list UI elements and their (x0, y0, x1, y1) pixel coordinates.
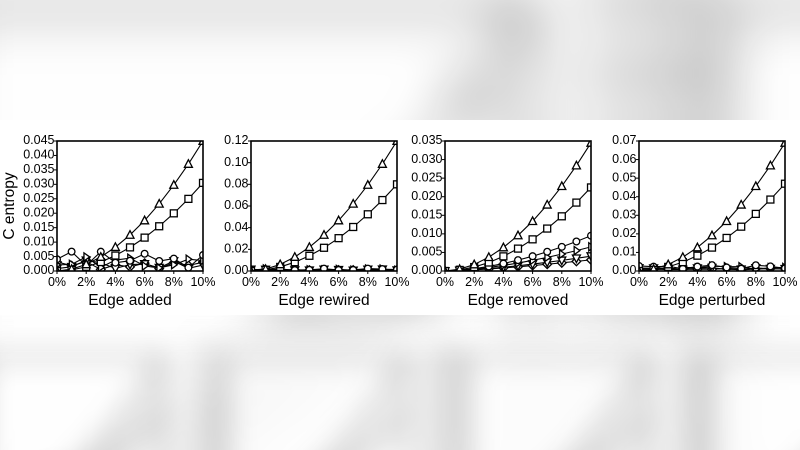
svg-text:0.12: 0.12 (190, 347, 220, 364)
svg-text:0.035: 0.035 (424, 347, 463, 364)
svg-text:Edge perturbed: Edge perturbed (659, 292, 766, 309)
svg-text:0.03: 0.03 (675, 440, 705, 450)
svg-text:0.025: 0.025 (411, 170, 442, 184)
svg-text:Edge removed: Edge removed (468, 292, 569, 309)
svg-text:0%: 0% (48, 275, 66, 289)
svg-text:0.06: 0.06 (675, 371, 705, 388)
svg-text:0.025: 0.025 (23, 191, 54, 205)
svg-text:0.015: 0.015 (23, 220, 54, 234)
svg-text:6%: 6% (718, 275, 736, 289)
svg-text:0.04: 0.04 (224, 220, 248, 234)
svg-text:0.06: 0.06 (612, 152, 636, 166)
svg-text:0%: 0% (436, 275, 454, 289)
svg-text:0.030: 0.030 (23, 177, 54, 191)
svg-text:0.10: 0.10 (224, 155, 248, 169)
svg-text:0.030: 0.030 (424, 371, 463, 388)
svg-text:0.005: 0.005 (411, 245, 442, 259)
svg-text:0.08: 0.08 (224, 177, 248, 191)
svg-text:10%: 10% (772, 275, 797, 289)
svg-text:6%: 6% (330, 275, 348, 289)
svg-text:0.05: 0.05 (612, 170, 636, 184)
svg-text:0.015: 0.015 (411, 207, 442, 221)
svg-text:0.010: 0.010 (411, 226, 442, 240)
svg-text:Edge added: Edge added (88, 292, 172, 309)
svg-text:2%: 2% (271, 275, 289, 289)
svg-text:2%: 2% (659, 275, 677, 289)
svg-text:4%: 4% (494, 275, 512, 289)
svg-text:0.02: 0.02 (224, 242, 248, 256)
svg-text:10%: 10% (578, 275, 603, 289)
svg-text:0.08: 0.08 (190, 402, 220, 419)
svg-text:0%: 0% (630, 275, 648, 289)
svg-text:Edge rewired: Edge rewired (278, 292, 369, 309)
svg-text:0.020: 0.020 (424, 417, 463, 434)
svg-text:C entropy: C entropy (1, 172, 18, 239)
svg-text:4%: 4% (106, 275, 124, 289)
svg-text:0.015: 0.015 (424, 440, 463, 450)
svg-text:0.030: 0.030 (411, 152, 442, 166)
svg-text:6%: 6% (136, 275, 154, 289)
svg-text:8%: 8% (359, 275, 377, 289)
svg-text:0.01: 0.01 (612, 245, 636, 259)
svg-text:8%: 8% (165, 275, 183, 289)
svg-text:0.07: 0.07 (612, 133, 636, 147)
svg-text:0.020: 0.020 (411, 189, 442, 203)
svg-text:10%: 10% (190, 275, 215, 289)
svg-text:0.06: 0.06 (190, 429, 220, 446)
svg-text:0.12: 0.12 (224, 133, 248, 147)
svg-text:0.005: 0.005 (23, 249, 54, 263)
svg-text:0.010: 0.010 (23, 234, 54, 248)
svg-text:0.035: 0.035 (23, 162, 54, 176)
svg-text:0.040: 0.040 (23, 148, 54, 162)
svg-text:0.035: 0.035 (411, 133, 442, 147)
svg-text:0.06: 0.06 (224, 198, 248, 212)
svg-text:8%: 8% (747, 275, 765, 289)
svg-text:2%: 2% (77, 275, 95, 289)
svg-text:0.045: 0.045 (23, 133, 54, 147)
svg-text:10%: 10% (384, 275, 409, 289)
svg-text:0.035: 0.035 (585, 0, 710, 29)
svg-text:0.020: 0.020 (23, 205, 54, 219)
svg-text:0.04: 0.04 (612, 189, 636, 203)
svg-text:4%: 4% (688, 275, 706, 289)
svg-text:8%: 8% (553, 275, 571, 289)
svg-text:0.05: 0.05 (675, 394, 706, 411)
svg-text:4%: 4% (300, 275, 318, 289)
svg-text:2%: 2% (465, 275, 483, 289)
svg-text:6%: 6% (524, 275, 542, 289)
svg-text:0.10: 0.10 (190, 374, 221, 391)
svg-text:0.025: 0.025 (424, 394, 463, 411)
svg-text:0.04: 0.04 (675, 417, 706, 434)
svg-text:0.02: 0.02 (612, 226, 636, 240)
svg-text:0%: 0% (242, 275, 260, 289)
svg-text:0.030: 0.030 (585, 47, 710, 103)
svg-text:0.07: 0.07 (675, 347, 705, 364)
svg-text:0.03: 0.03 (612, 207, 636, 221)
